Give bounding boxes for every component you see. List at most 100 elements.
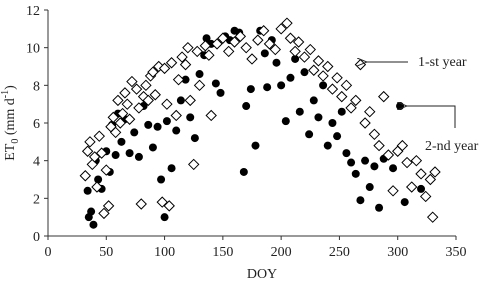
point xyxy=(286,73,295,82)
plot-area xyxy=(79,17,441,229)
point xyxy=(135,198,147,210)
point xyxy=(123,113,136,125)
point xyxy=(95,147,108,159)
annotation: 2-nd year xyxy=(425,139,479,154)
point xyxy=(148,143,157,152)
point xyxy=(375,203,384,212)
point xyxy=(176,51,188,63)
point xyxy=(176,96,185,105)
point xyxy=(170,109,182,122)
point xyxy=(246,85,255,94)
point xyxy=(387,185,399,197)
point xyxy=(172,126,181,135)
x-tick-label: 0 xyxy=(45,245,52,260)
point xyxy=(281,17,293,29)
point xyxy=(284,32,297,44)
point xyxy=(205,109,217,122)
point xyxy=(405,181,418,193)
y-tick-label: 2 xyxy=(33,192,40,207)
point xyxy=(202,34,211,43)
point xyxy=(373,139,385,152)
point xyxy=(289,45,301,58)
point xyxy=(140,79,152,92)
point xyxy=(182,41,194,54)
point xyxy=(277,81,286,90)
point xyxy=(317,70,329,82)
point xyxy=(340,79,353,92)
point xyxy=(396,102,405,111)
point xyxy=(162,117,171,126)
point xyxy=(328,119,337,127)
point xyxy=(87,207,96,216)
point xyxy=(257,25,270,37)
point xyxy=(81,145,94,157)
point xyxy=(188,158,200,171)
point xyxy=(93,130,105,142)
point xyxy=(396,139,409,152)
point xyxy=(382,149,395,161)
point xyxy=(368,128,381,141)
point xyxy=(116,107,129,120)
point xyxy=(216,88,225,97)
point xyxy=(400,198,409,207)
point xyxy=(79,170,92,182)
point xyxy=(426,211,439,223)
y-tick-label: 4 xyxy=(33,155,40,170)
point xyxy=(125,149,134,158)
annotation: 1-st year xyxy=(418,55,467,70)
point xyxy=(102,200,115,212)
y-tick-label: 0 xyxy=(33,230,40,245)
point xyxy=(157,175,166,184)
point xyxy=(292,36,305,48)
point xyxy=(364,105,376,118)
point xyxy=(217,32,229,44)
x-axis-label: DOY xyxy=(247,267,277,282)
x-tick-label: 250 xyxy=(329,245,350,260)
point xyxy=(130,128,139,137)
annotation-arrow xyxy=(406,106,456,128)
x-tick-label: 150 xyxy=(212,245,233,260)
point xyxy=(153,122,162,131)
point xyxy=(112,94,124,107)
point xyxy=(121,98,133,110)
point xyxy=(326,83,339,95)
point xyxy=(417,184,426,193)
point xyxy=(263,38,276,50)
y-tick-label: 6 xyxy=(33,117,40,132)
y-label-main: ET xyxy=(3,143,18,161)
point xyxy=(337,107,346,116)
point xyxy=(275,23,287,35)
point xyxy=(137,90,150,103)
point xyxy=(359,117,371,129)
point xyxy=(342,149,351,158)
point xyxy=(88,151,101,163)
point xyxy=(111,151,120,160)
point xyxy=(160,213,169,222)
point xyxy=(133,102,145,114)
point xyxy=(370,162,379,171)
point xyxy=(424,173,437,186)
point xyxy=(100,164,112,176)
y-tick-label: 12 xyxy=(26,4,40,19)
point xyxy=(107,111,119,124)
point xyxy=(252,34,264,46)
point xyxy=(84,136,96,148)
x-tick-label: 300 xyxy=(387,245,408,260)
point xyxy=(234,30,247,43)
point xyxy=(281,117,290,126)
point xyxy=(331,72,343,84)
point xyxy=(195,70,204,79)
point xyxy=(130,83,143,95)
point xyxy=(304,43,316,56)
point xyxy=(158,62,171,75)
y-label-unit: (mm d xyxy=(3,98,18,138)
point xyxy=(350,94,362,107)
point xyxy=(242,102,251,111)
point xyxy=(322,60,334,73)
point xyxy=(410,154,423,167)
x-tick-label: 100 xyxy=(154,245,175,260)
point xyxy=(312,55,325,67)
point xyxy=(114,117,126,129)
point xyxy=(305,130,314,139)
